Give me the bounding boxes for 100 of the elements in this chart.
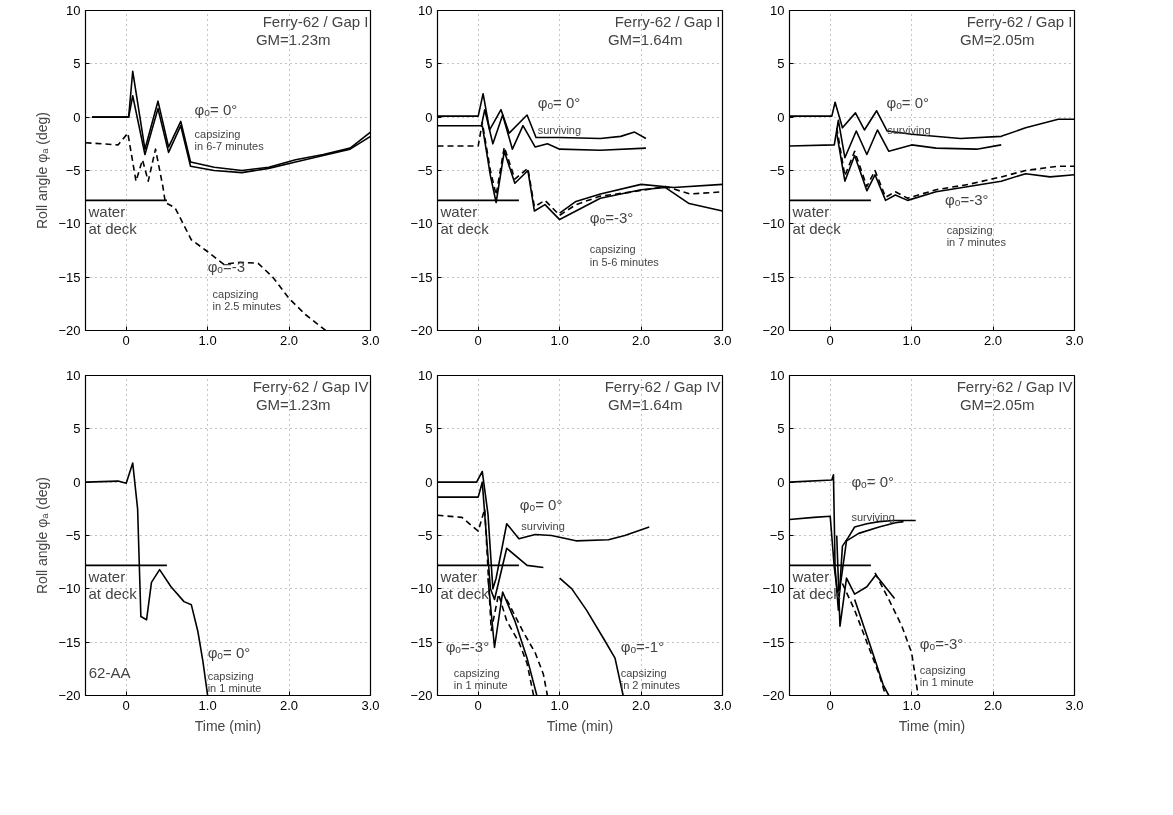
y-tick-label: −10 xyxy=(410,216,433,232)
y-tick-label: −20 xyxy=(762,688,785,703)
x-tick-label: 0 xyxy=(122,697,130,713)
text: GM=1.23m xyxy=(255,395,331,413)
annotation: surviving xyxy=(851,510,895,523)
annotation: 62-AA xyxy=(88,663,131,681)
annotation: φₒ= 0° xyxy=(886,93,930,111)
annotation: φₒ= 0° xyxy=(519,496,563,514)
annotation: φₒ=-3° xyxy=(919,634,964,652)
y-tick-label: −20 xyxy=(58,323,81,338)
y-tick-label: −15 xyxy=(58,634,81,650)
annotation: capsizing in 1 minute xyxy=(453,666,508,692)
y-tick-label: −5 xyxy=(769,528,785,543)
annotation: φₒ=-3 xyxy=(207,257,246,275)
y-tick-label: 5 xyxy=(73,56,81,72)
y-tick-label: 0 xyxy=(73,109,81,125)
y-tick-label: −10 xyxy=(58,581,81,597)
x-tick-label: 3.0 xyxy=(361,697,380,713)
x-tick-label: 3.0 xyxy=(361,332,380,348)
x-axis-title: Time (min) xyxy=(898,717,966,734)
chart-title: Ferry-62 / Gap I xyxy=(262,12,369,30)
y-tick-label: −10 xyxy=(762,216,785,232)
y-tick-label: −15 xyxy=(762,634,785,650)
legend-label: water at deck xyxy=(791,203,842,238)
x-tick-label: 2.0 xyxy=(280,332,299,348)
annotation: surviving xyxy=(887,123,931,136)
y-tick-label: −5 xyxy=(769,163,785,178)
chart-title: Ferry-62 / Gap I xyxy=(966,12,1073,30)
x-tick-label: 0 xyxy=(826,697,834,713)
x-tick-label: 3.0 xyxy=(1065,697,1084,713)
y-tick-label: −20 xyxy=(410,323,433,338)
y-tick-label: 10 xyxy=(770,368,785,383)
annotation: surviving xyxy=(521,519,565,532)
y-tick-label: −5 xyxy=(417,528,433,543)
y-tick-label: −20 xyxy=(410,688,433,703)
x-axis-title: Time (min) xyxy=(194,717,262,734)
y-axis-title: Roll angle φₐ (deg) xyxy=(34,476,51,595)
annotation: φₒ=-3° xyxy=(945,190,989,208)
x-axis-title: Time (min) xyxy=(546,717,614,734)
y-tick-label: −15 xyxy=(410,269,433,285)
chart-title: Ferry-62 / Gap IV xyxy=(252,377,369,395)
y-tick-label: 5 xyxy=(73,421,81,437)
x-tick-label: 2.0 xyxy=(632,332,651,348)
annotation: capsizing in 6-7 minutes xyxy=(194,127,265,153)
x-tick-label: 1.0 xyxy=(902,332,921,348)
annotation: φₒ= 0° xyxy=(194,101,238,119)
y-tick-label: 0 xyxy=(73,474,81,490)
y-tick-label: −5 xyxy=(65,528,81,543)
y-tick-label: 10 xyxy=(66,368,81,383)
y-tick-label: 10 xyxy=(770,3,785,18)
annotation: capsizing in 1 minute xyxy=(919,663,974,689)
x-tick-label: 1.0 xyxy=(902,697,921,713)
y-tick-label: 5 xyxy=(425,56,433,72)
x-tick-label: 2.0 xyxy=(280,697,299,713)
annotation: capsizing in 5-6 minutes xyxy=(589,243,660,268)
annotation: φₒ=-1° xyxy=(620,637,665,655)
text: GM=2.05m xyxy=(959,30,1035,48)
y-tick-label: −5 xyxy=(417,163,433,178)
x-tick-label: 0 xyxy=(122,332,130,348)
x-tick-label: 0 xyxy=(826,332,834,348)
y-tick-label: −15 xyxy=(58,269,81,285)
y-tick-label: −20 xyxy=(762,323,785,338)
y-tick-label: −20 xyxy=(58,688,81,703)
y-tick-label: 10 xyxy=(418,368,433,383)
x-tick-label: 1.0 xyxy=(198,697,217,713)
x-tick-label: 1.0 xyxy=(550,697,569,713)
chart-title: Ferry-62 / Gap IV xyxy=(604,377,721,395)
x-tick-label: 1.0 xyxy=(550,332,569,348)
y-tick-label: 0 xyxy=(425,109,433,125)
x-tick-label: 2.0 xyxy=(984,697,1003,713)
annotation: φₒ= 0° xyxy=(537,93,581,111)
annotation: capsizing in 7 minutes xyxy=(946,223,1007,249)
y-tick-label: 5 xyxy=(777,56,785,72)
x-tick-label: 3.0 xyxy=(1065,332,1084,348)
legend-label: water at deck xyxy=(439,568,490,603)
x-tick-label: 2.0 xyxy=(984,332,1003,348)
text: GM=1.64m xyxy=(607,395,683,413)
y-tick-label: −5 xyxy=(65,163,81,178)
y-tick-label: −10 xyxy=(762,581,785,597)
annotation: capsizing in 2 minutes xyxy=(620,666,681,692)
annotation: φₒ=-3° xyxy=(589,208,634,226)
annotation: capsizing in 1 minute xyxy=(207,669,262,695)
y-tick-label: 0 xyxy=(425,474,433,490)
y-tick-label: 5 xyxy=(425,421,433,437)
x-tick-label: 0 xyxy=(474,332,482,348)
chart-title: Ferry-62 / Gap IV xyxy=(956,377,1073,395)
y-tick-label: −10 xyxy=(58,216,81,232)
legend-label: water at deck xyxy=(439,203,490,238)
y-tick-label: 10 xyxy=(418,3,433,18)
y-tick-label: 0 xyxy=(777,474,785,490)
text: GM=2.05m xyxy=(959,395,1035,413)
annotation: φₒ= 0° xyxy=(207,644,251,662)
text: GM=1.64m xyxy=(607,30,683,48)
annotation: φₒ=-3° xyxy=(445,637,490,655)
y-tick-label: 5 xyxy=(777,421,785,437)
y-tick-label: 10 xyxy=(66,3,81,18)
text: GM=1.23m xyxy=(255,30,331,48)
y-tick-label: −10 xyxy=(410,581,433,597)
chart-title: Ferry-62 / Gap I xyxy=(614,12,721,30)
annotation: capsizing in 2.5 minutes xyxy=(212,287,282,313)
